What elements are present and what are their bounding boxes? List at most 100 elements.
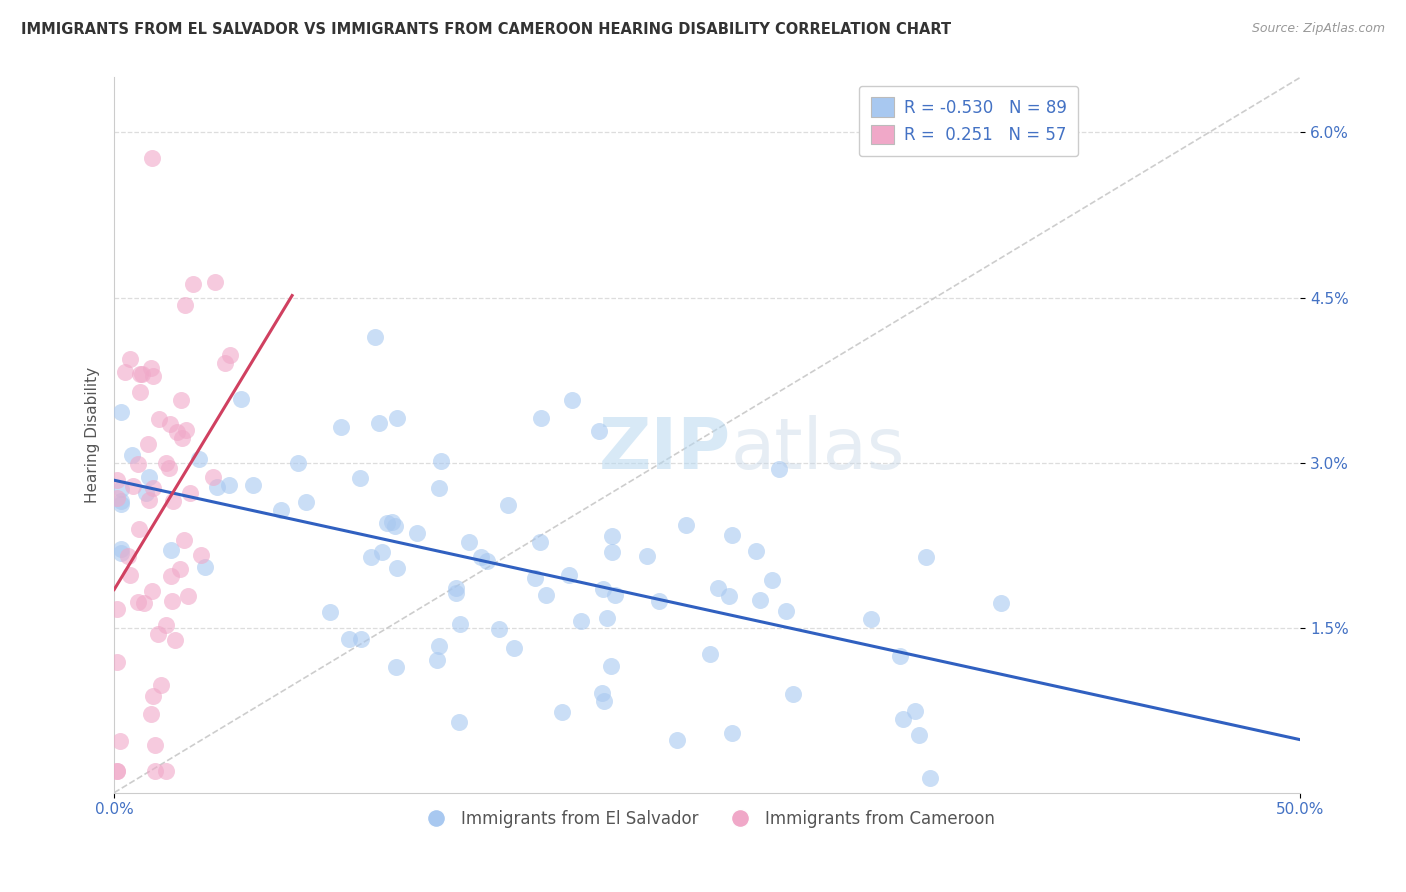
Point xyxy=(318,605,340,619)
Legend: Immigrants from El Salvador, Immigrants from Cameroon: Immigrants from El Salvador, Immigrants … xyxy=(413,803,1001,834)
Point xyxy=(600,545,623,559)
Point xyxy=(138,492,160,507)
Point xyxy=(775,604,797,618)
Point xyxy=(160,543,183,558)
Point xyxy=(530,411,553,425)
Point xyxy=(675,518,697,533)
Point xyxy=(561,392,583,407)
Point xyxy=(190,548,212,562)
Point xyxy=(368,416,391,430)
Point xyxy=(110,542,132,557)
Point xyxy=(145,764,167,778)
Point xyxy=(430,454,453,468)
Point xyxy=(143,739,166,753)
Point xyxy=(337,632,360,646)
Point xyxy=(447,714,470,729)
Text: IMMIGRANTS FROM EL SALVADOR VS IMMIGRANTS FROM CAMEROON HEARING DISABILITY CORRE: IMMIGRANTS FROM EL SALVADOR VS IMMIGRANT… xyxy=(21,22,952,37)
Point xyxy=(385,660,408,674)
Point xyxy=(721,726,744,740)
Point xyxy=(907,728,929,742)
Point xyxy=(142,369,165,384)
Point xyxy=(446,581,468,595)
Point xyxy=(381,516,404,530)
Point xyxy=(105,602,128,616)
Point xyxy=(591,686,613,700)
Point xyxy=(375,516,398,530)
Point xyxy=(146,627,169,641)
Point xyxy=(749,592,772,607)
Point xyxy=(127,595,149,609)
Point xyxy=(134,596,156,610)
Point xyxy=(458,534,481,549)
Point xyxy=(155,618,177,632)
Point xyxy=(129,384,152,399)
Point xyxy=(371,545,394,559)
Point xyxy=(141,151,163,165)
Point xyxy=(170,431,193,445)
Point xyxy=(149,678,172,692)
Point xyxy=(176,589,198,603)
Point xyxy=(387,411,409,425)
Point xyxy=(118,352,141,367)
Point xyxy=(110,497,132,511)
Point xyxy=(706,581,728,595)
Point xyxy=(170,393,193,408)
Point xyxy=(524,571,547,585)
Point xyxy=(860,612,883,626)
Point xyxy=(155,456,177,470)
Point xyxy=(536,588,558,602)
Point xyxy=(159,461,181,475)
Point xyxy=(745,544,768,558)
Point xyxy=(569,614,592,628)
Point xyxy=(166,425,188,439)
Point xyxy=(202,469,225,483)
Point xyxy=(718,589,741,603)
Y-axis label: Hearing Disability: Hearing Disability xyxy=(86,367,100,503)
Point xyxy=(121,479,143,493)
Point xyxy=(218,478,240,492)
Point xyxy=(592,694,614,708)
Point xyxy=(121,448,143,462)
Point xyxy=(761,573,783,587)
Point xyxy=(600,529,623,543)
Point xyxy=(488,622,510,636)
Point xyxy=(558,567,581,582)
Point xyxy=(110,405,132,419)
Point xyxy=(174,298,197,312)
Point xyxy=(429,481,451,495)
Text: Source: ZipAtlas.com: Source: ZipAtlas.com xyxy=(1251,22,1385,36)
Point xyxy=(160,569,183,583)
Point xyxy=(187,452,209,467)
Point xyxy=(159,417,181,431)
Point xyxy=(364,330,387,344)
Point xyxy=(599,659,621,673)
Point xyxy=(446,586,468,600)
Point xyxy=(270,503,292,517)
Point xyxy=(350,632,373,647)
Point xyxy=(295,494,318,508)
Point xyxy=(636,549,658,563)
Point xyxy=(242,478,264,492)
Point xyxy=(142,690,165,704)
Point xyxy=(349,471,371,485)
Point xyxy=(918,772,941,786)
Point xyxy=(169,562,191,576)
Point xyxy=(231,392,253,407)
Point xyxy=(648,593,671,607)
Point xyxy=(219,349,242,363)
Text: atlas: atlas xyxy=(731,415,905,483)
Point xyxy=(592,582,614,596)
Point xyxy=(181,277,204,291)
Point xyxy=(117,549,139,563)
Point xyxy=(110,482,132,496)
Point xyxy=(138,470,160,484)
Point xyxy=(148,412,170,426)
Point xyxy=(110,546,132,560)
Point xyxy=(699,647,721,661)
Point xyxy=(141,360,163,375)
Point xyxy=(127,457,149,471)
Point xyxy=(105,655,128,669)
Point xyxy=(605,588,627,602)
Point xyxy=(449,617,471,632)
Point xyxy=(721,528,744,542)
